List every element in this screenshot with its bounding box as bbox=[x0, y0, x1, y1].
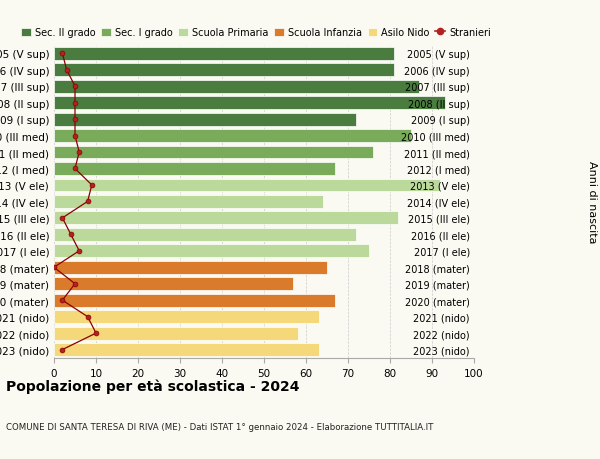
Bar bbox=[54, 179, 440, 192]
Bar bbox=[54, 64, 394, 77]
Bar bbox=[54, 327, 298, 340]
Text: Popolazione per età scolastica - 2024: Popolazione per età scolastica - 2024 bbox=[6, 379, 299, 393]
Bar bbox=[54, 113, 356, 126]
Bar bbox=[54, 97, 445, 110]
Bar bbox=[54, 162, 335, 175]
Text: COMUNE DI SANTA TERESA DI RIVA (ME) - Dati ISTAT 1° gennaio 2024 - Elaborazione : COMUNE DI SANTA TERESA DI RIVA (ME) - Da… bbox=[6, 422, 433, 431]
Bar bbox=[54, 81, 419, 93]
Bar bbox=[54, 229, 356, 241]
Bar bbox=[54, 245, 369, 257]
Bar bbox=[54, 196, 323, 208]
Bar bbox=[54, 48, 394, 61]
Bar bbox=[54, 311, 319, 323]
Bar bbox=[54, 343, 319, 356]
Legend: Sec. II grado, Sec. I grado, Scuola Primaria, Scuola Infanzia, Asilo Nido, Stran: Sec. II grado, Sec. I grado, Scuola Prim… bbox=[21, 28, 491, 38]
Bar bbox=[54, 294, 335, 307]
Bar bbox=[54, 146, 373, 159]
Text: Anni di nascita: Anni di nascita bbox=[587, 161, 597, 243]
Bar bbox=[54, 261, 327, 274]
Bar bbox=[54, 212, 398, 225]
Bar bbox=[54, 278, 293, 291]
Bar bbox=[54, 130, 411, 143]
